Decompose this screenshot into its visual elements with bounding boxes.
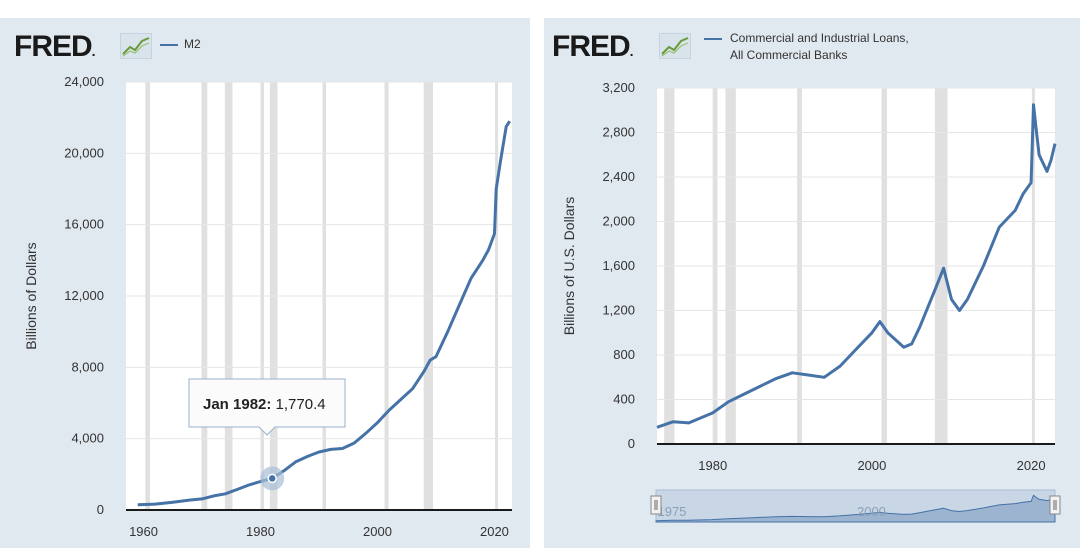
navigator-left-handle[interactable] (650, 495, 662, 515)
series-line (137, 120, 511, 507)
y-tick-label: 800 (613, 347, 635, 362)
y-tick-label: 24,000 (64, 74, 104, 89)
loans-line-chart[interactable]: 0 400 800 1,200 1,600 2,000 2,400 2,800 3,200 198… (544, 18, 1080, 548)
y-axis-label: Billions of Dollars (23, 242, 39, 349)
legend-line-1: Commercial and Industrial Loans, (730, 31, 909, 45)
y-tick-label: 1,200 (602, 303, 635, 318)
loans-chart-panel: FRED. Commercial and Industrial Loans, A… (544, 18, 1080, 548)
x-tick-label: 2000 (363, 524, 392, 539)
fred-logo[interactable]: FRED. (552, 30, 634, 63)
y-tick-label: 12,000 (64, 288, 104, 303)
y-tick-label: 3,200 (602, 80, 635, 95)
y-tick-label: 0 (97, 502, 104, 517)
m2-chart-panel: FRED. M2 0 4,000 8,000 12,000 16,000 20,000 24… (0, 18, 530, 548)
y-tick-label: 2,400 (602, 169, 635, 184)
navigator-label: 1975 (657, 504, 686, 519)
x-tick-label: 2020 (1017, 458, 1046, 473)
tooltip-date: Jan 1982: (203, 396, 276, 413)
legend-line-2: All Commercial Banks (730, 48, 848, 62)
navigator-label: 2000 (857, 504, 886, 519)
y-tick-label: 2,800 (602, 125, 635, 140)
legend-swatch (704, 38, 722, 40)
y-tick-label: 20,000 (64, 145, 104, 160)
tooltip-box (188, 378, 346, 436)
x-tick-label: 1960 (129, 524, 158, 539)
x-tick-label: 1980 (698, 458, 727, 473)
legend-swatch (160, 44, 178, 46)
line-chart-icon (659, 33, 691, 59)
y-tick-label: 8,000 (71, 359, 104, 374)
y-tick-label: 400 (613, 392, 635, 407)
m2-line-chart[interactable]: 0 4,000 8,000 12,000 16,000 20,000 24,000 1960 1… (0, 18, 530, 548)
fred-logo[interactable]: FRED. (14, 30, 96, 63)
y-tick-label: 2,000 (602, 214, 635, 229)
tooltip-text: Jan 1982: 1,770.4 (203, 396, 326, 413)
y-tick-label: 4,000 (71, 431, 104, 446)
x-tick-label: 2020 (480, 524, 509, 539)
legend-label: M2 (184, 37, 201, 51)
hover-point (267, 473, 277, 484)
y-tick-label: 1,600 (602, 258, 635, 273)
y-tick-label: 16,000 (64, 217, 104, 232)
y-tick-label: 0 (628, 436, 635, 451)
navigator-right-handle[interactable] (1049, 495, 1061, 515)
line-chart-icon (120, 33, 152, 59)
series-line (656, 103, 1057, 429)
tooltip-value: 1,770.4 (276, 396, 326, 413)
x-tick-label: 2000 (857, 458, 886, 473)
navigator-series (655, 494, 1056, 523)
y-axis-label: Billions of U.S. Dollars (561, 197, 577, 336)
legend-label: Commercial and Industrial Loans, All Com… (730, 30, 970, 64)
x-tick-label: 1980 (246, 524, 275, 539)
